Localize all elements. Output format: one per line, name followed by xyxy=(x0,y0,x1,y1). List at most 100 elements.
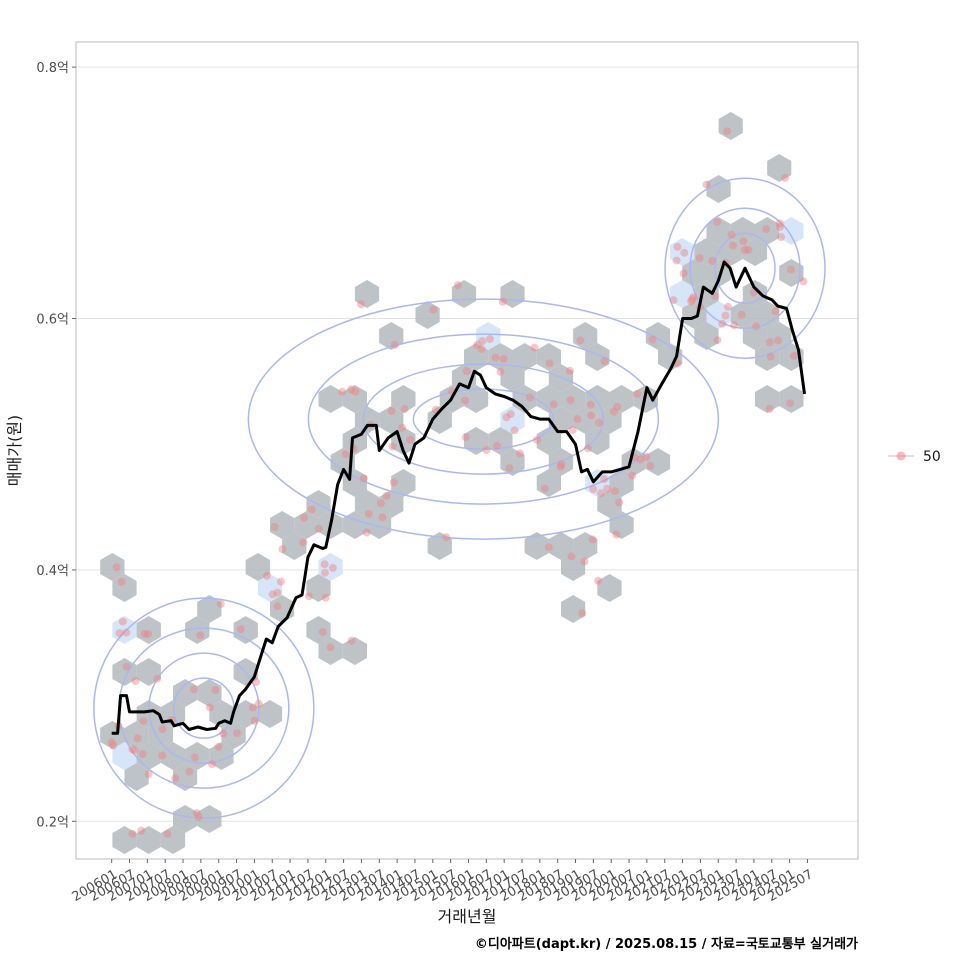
source-caption: ©디아파트(dapt.kr) / 2025.08.15 / 자료=국토교통부 실… xyxy=(475,936,858,952)
hexbin-cell xyxy=(718,112,743,140)
hexbin-cell xyxy=(561,385,586,413)
hexbin-cell xyxy=(464,385,489,413)
transaction-point xyxy=(109,741,118,750)
transaction-point xyxy=(462,367,471,375)
transaction-point xyxy=(122,662,131,671)
hexbin-cell xyxy=(742,322,768,350)
transaction-point xyxy=(752,322,761,331)
transaction-point xyxy=(477,344,486,353)
transaction-point xyxy=(573,415,582,424)
transaction-point xyxy=(314,524,323,533)
transaction-point xyxy=(505,464,514,473)
transaction-point xyxy=(185,767,194,776)
hexbin-cell xyxy=(670,238,695,266)
transaction-point xyxy=(473,340,482,349)
transaction-point xyxy=(382,491,391,500)
hexbin-cell xyxy=(354,406,380,434)
transaction-point xyxy=(491,353,500,362)
hexbin-cell xyxy=(706,217,731,245)
transaction-point xyxy=(117,577,126,586)
panel-border xyxy=(75,41,859,860)
y-tick-label: 0.2억 xyxy=(36,815,69,830)
transaction-point xyxy=(400,405,409,413)
transaction-point xyxy=(128,745,137,754)
hexbin-cell xyxy=(270,511,295,539)
hexbin-cell xyxy=(257,574,283,602)
transaction-point xyxy=(727,230,736,239)
transaction-point xyxy=(549,400,558,409)
transaction-point xyxy=(595,418,603,427)
transaction-point xyxy=(603,484,612,493)
hexbin-cell xyxy=(609,385,634,413)
transaction-point xyxy=(388,442,397,451)
transaction-point xyxy=(347,636,356,645)
transaction-point xyxy=(556,462,565,471)
hexbin-cell xyxy=(779,259,804,287)
transaction-point xyxy=(777,233,785,241)
hexbin-cell xyxy=(585,427,610,455)
transaction-point xyxy=(588,535,597,544)
hexbin-cell xyxy=(233,616,258,644)
hexbin-cell xyxy=(548,364,574,392)
hexbin-cell xyxy=(379,406,404,434)
transaction-point xyxy=(789,351,798,360)
transaction-point xyxy=(390,340,399,349)
transaction-point xyxy=(586,400,595,409)
transaction-point xyxy=(565,366,574,375)
hexbin-cell xyxy=(706,301,731,329)
transaction-point xyxy=(144,770,153,779)
hexbin-cell xyxy=(730,301,755,329)
transaction-point xyxy=(328,563,337,572)
transaction-point xyxy=(107,738,116,747)
transaction-point xyxy=(351,387,360,396)
hexbin-cell xyxy=(755,301,780,329)
transaction-point xyxy=(478,337,487,346)
transaction-point xyxy=(642,453,651,461)
transaction-point xyxy=(688,295,697,304)
hexbin-cell xyxy=(573,322,598,350)
transaction-point xyxy=(499,354,508,363)
transaction-point xyxy=(190,753,199,762)
scatter-points xyxy=(107,127,808,838)
hexbin-cell xyxy=(318,385,343,413)
transaction-point xyxy=(673,242,682,251)
y-tick-label: 0.8억 xyxy=(36,61,69,76)
hexbin-cell xyxy=(597,490,622,518)
transaction-point xyxy=(482,446,491,454)
transaction-point xyxy=(318,628,327,636)
hexbin-cell xyxy=(391,385,416,413)
hexbin-cell xyxy=(706,259,731,287)
hexbin-cell xyxy=(112,658,137,686)
transaction-point xyxy=(299,538,308,547)
hexbin-cell xyxy=(548,532,574,560)
transaction-point xyxy=(131,677,140,686)
transaction-point xyxy=(636,455,645,464)
hexbin-cell xyxy=(342,637,367,665)
transaction-point xyxy=(153,674,162,683)
hexbin-cell xyxy=(233,700,258,728)
transaction-point xyxy=(406,435,415,444)
transaction-point xyxy=(672,256,681,265)
density-contour xyxy=(93,597,315,819)
hexbin-cell xyxy=(561,553,586,581)
transaction-point xyxy=(787,265,795,274)
transaction-point xyxy=(211,686,220,694)
transaction-point xyxy=(771,307,780,316)
transaction-point xyxy=(461,396,470,405)
transaction-point xyxy=(276,577,285,586)
transaction-point xyxy=(766,352,775,361)
hexbin-cell xyxy=(427,532,452,560)
hexbin-cell xyxy=(124,763,149,791)
transaction-point xyxy=(300,513,309,522)
transaction-point xyxy=(137,826,146,835)
transaction-point xyxy=(496,367,505,376)
transaction-point xyxy=(321,593,330,602)
transaction-point xyxy=(389,478,398,487)
transaction-point xyxy=(799,277,808,286)
hexbin-cell xyxy=(318,637,343,665)
transaction-point xyxy=(781,173,790,182)
transaction-point xyxy=(613,402,622,411)
hexbin-cell xyxy=(282,532,307,560)
hexbin-cell xyxy=(585,343,610,371)
hexbin-cell xyxy=(197,805,222,833)
